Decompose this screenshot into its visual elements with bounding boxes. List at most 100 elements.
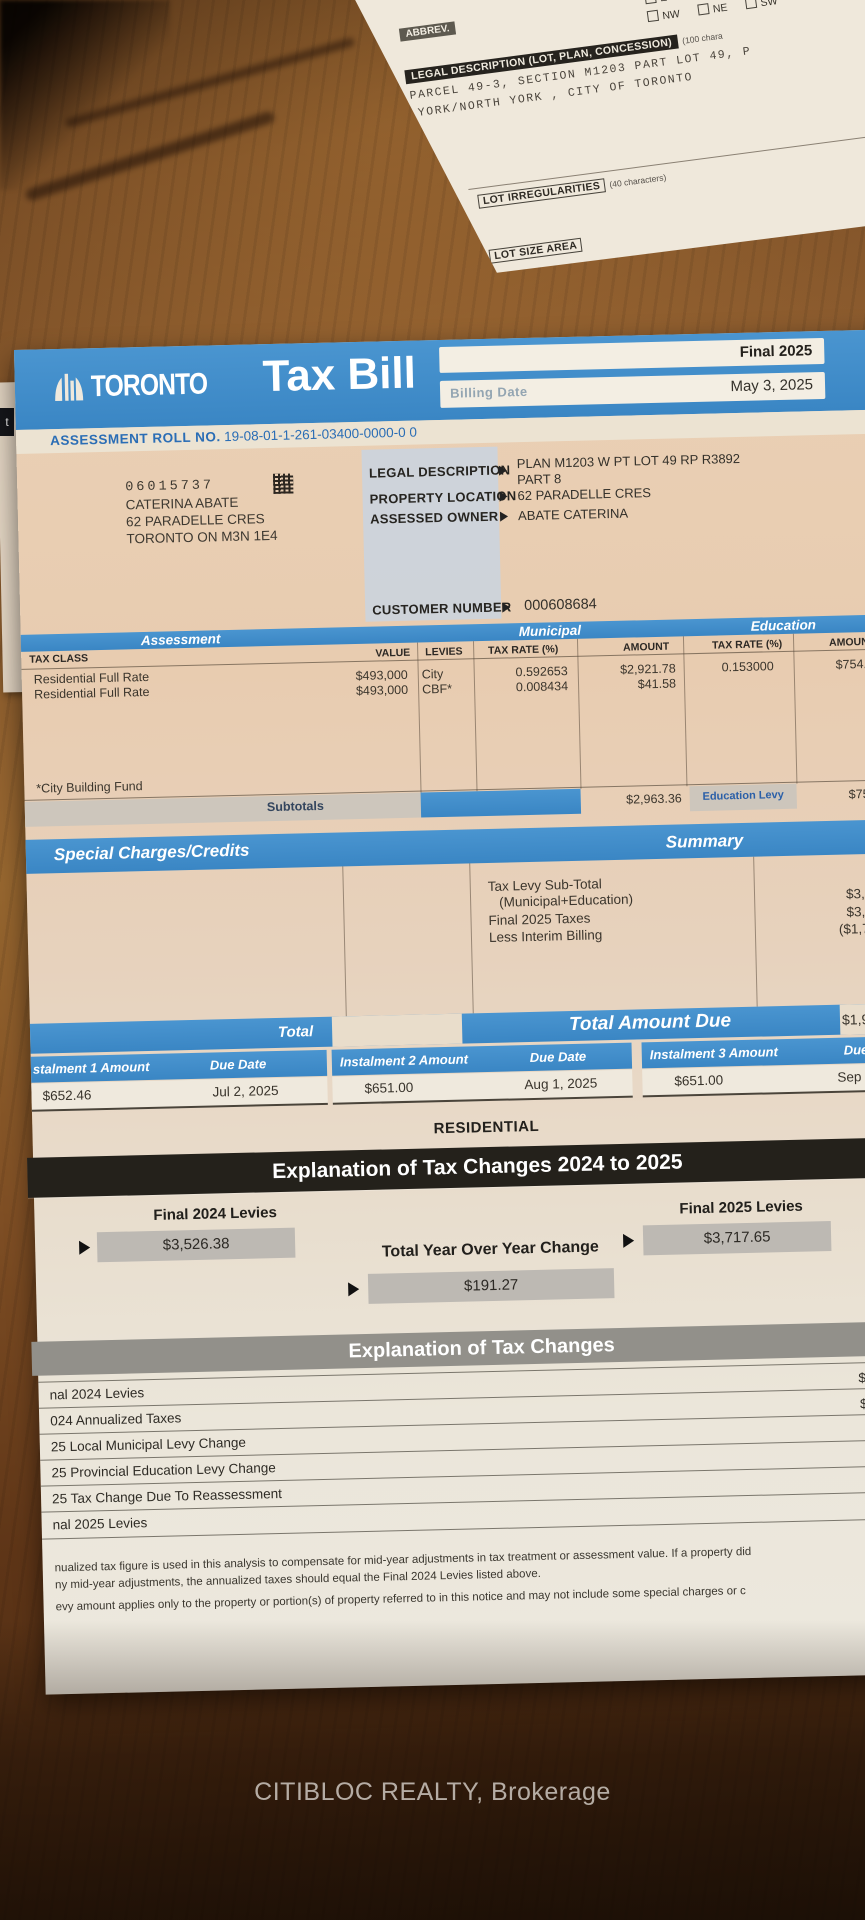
abbrev-field: ABBREV. bbox=[398, 17, 457, 42]
dir-option: SW bbox=[759, 0, 779, 10]
mailing-city: TORONTO ON M3N 1E4 bbox=[126, 527, 278, 547]
education-levy-label: Education Levy bbox=[702, 788, 784, 803]
subtotal-education: $754 bbox=[848, 786, 865, 802]
summary-row3-label: Less Interim Billing bbox=[488, 927, 603, 945]
toronto-logo-icon bbox=[55, 373, 84, 402]
lot-irregularities-field: LOT IRREGULARITIES (40 characters) bbox=[477, 167, 667, 210]
checkbox-icon bbox=[744, 0, 758, 10]
total-due-value: $1,95 bbox=[841, 1010, 865, 1028]
arrow-icon bbox=[622, 1233, 635, 1248]
instalment3-due: Sep 2, 2 bbox=[837, 1069, 865, 1085]
dir-option: E bbox=[659, 0, 668, 4]
abbrev-label: ABBREV. bbox=[398, 21, 457, 42]
roll-label: ASSESSMENT ROLL NO. bbox=[49, 429, 221, 449]
instalment1-due: Jul 2, 2025 bbox=[212, 1082, 279, 1100]
instalment2-amount: $651.00 bbox=[364, 1079, 414, 1096]
dir-option: NE bbox=[712, 1, 729, 16]
summary-row1-label: Tax Levy Sub-Total bbox=[487, 876, 602, 894]
col-edu-amount: AMOUNT bbox=[828, 635, 865, 649]
toronto-logo bbox=[53, 370, 86, 410]
summary-label: Summary bbox=[665, 830, 744, 852]
assessed-owner-value: ABATE CATERINA bbox=[517, 505, 629, 524]
col-tax-class: TAX CLASS bbox=[29, 652, 89, 666]
yoy-change-value: $191.27 bbox=[367, 1268, 615, 1304]
final-2025-levies-label: Final 2025 Levies bbox=[679, 1197, 803, 1218]
instalment2-due: Aug 1, 2025 bbox=[524, 1075, 598, 1093]
legal-description-value: PLAN M1203 W PT LOT 49 RP R3892 bbox=[516, 450, 741, 472]
arrow-icon bbox=[499, 511, 509, 522]
legal-band-hint: (100 chara bbox=[681, 30, 724, 46]
total-blank-cell bbox=[331, 1013, 463, 1047]
legal-description-value2: PART 8 bbox=[517, 471, 562, 488]
final-2024-levies-label: Final 2024 Levies bbox=[153, 1204, 278, 1224]
summary-row3-value: ($1,763 bbox=[838, 920, 865, 937]
mail-barcode bbox=[272, 473, 294, 494]
lot-irregularities-label: LOT IRREGULARITIES bbox=[477, 178, 606, 209]
total-label: Total bbox=[277, 1023, 314, 1041]
table-corner-shadow bbox=[0, 0, 170, 190]
arrow-icon bbox=[498, 465, 508, 476]
instalment1-amount-label: stalment 1 Amount bbox=[32, 1059, 150, 1077]
summary-row2-value: $3,717 bbox=[846, 903, 865, 920]
col-edu-rate: TAX RATE (%) bbox=[711, 637, 783, 652]
explanation-banner: Explanation of Tax Changes 2024 to 2025 bbox=[271, 1150, 683, 1184]
col-muni-amount: AMOUNT bbox=[622, 640, 670, 654]
instalment2-due-label: Due Date bbox=[529, 1048, 587, 1066]
instalment1-amount: $652.46 bbox=[42, 1087, 92, 1104]
customer-number-value: 000608684 bbox=[523, 596, 597, 615]
group-assessment: Assessment bbox=[140, 631, 221, 649]
roll-number: 19-08-01-1-261-03400-0000-0 0 bbox=[223, 424, 418, 445]
billing-date-label: Billing Date bbox=[449, 383, 528, 401]
final-2024-levies-value: $3,526.38 bbox=[96, 1227, 296, 1263]
lot-size-area-label: LOT SIZE AREA bbox=[488, 237, 583, 264]
subtotals-label: Subtotals bbox=[266, 798, 324, 815]
bill-title: Tax Bill bbox=[262, 348, 417, 402]
checkbox-icon bbox=[646, 9, 660, 23]
arrow-icon bbox=[79, 1240, 91, 1255]
special-summary-band: Special Charges/Credits Summary bbox=[25, 818, 865, 874]
dir-option: NW bbox=[661, 7, 681, 23]
explanation-banner-band: Explanation of Tax Changes 2024 to 2025 bbox=[27, 1136, 865, 1198]
summary-row1-value: $3,717 bbox=[845, 885, 865, 902]
summary-row2-label: Final 2025 Taxes bbox=[488, 910, 591, 928]
instalment3-amount-label: Instalment 3 Amount bbox=[649, 1044, 779, 1063]
group-education: Education bbox=[750, 617, 817, 634]
lot-irregularities-hint: (40 characters) bbox=[608, 172, 667, 190]
instalment2-amount-label: Instalment 2 Amount bbox=[339, 1051, 469, 1070]
total-due-label: Total Amount Due bbox=[568, 1010, 732, 1036]
col-levies: LEVIES bbox=[425, 645, 463, 659]
instalment1-due-label: Due Date bbox=[209, 1056, 267, 1073]
assessed-owner-label: ASSESSED OWNER bbox=[369, 508, 499, 527]
brand-name: TORONTO bbox=[90, 367, 208, 404]
billing-date-box: Billing Date May 3, 2025 bbox=[439, 371, 826, 408]
yoy-change-label: Total Year Over Year Change bbox=[381, 1238, 599, 1261]
bill-header: TORONTO Tax Bill Final 2025 Billing Date… bbox=[14, 328, 865, 430]
group-municipal: Municipal bbox=[518, 622, 582, 640]
tax-bill-document: TORONTO Tax Bill Final 2025 Billing Date… bbox=[14, 328, 865, 1695]
checkbox-icon bbox=[697, 3, 710, 16]
property-location-value: 62 PARADELLE CRES bbox=[517, 485, 652, 504]
instalment3-amount: $651.00 bbox=[674, 1072, 724, 1089]
bill-type: Final 2025 bbox=[739, 342, 813, 361]
summary-row1-label2: (Municipal+Education) bbox=[498, 891, 634, 910]
footnote-line: evy amount applies only to the property … bbox=[55, 1585, 746, 1614]
mailing-address: 06015737 CATERINA ABATE 62 PARADELLE CRE… bbox=[125, 476, 278, 548]
left-page-tab: t bbox=[0, 408, 14, 436]
bill-type-box: Final 2025 bbox=[439, 337, 825, 373]
arrow-icon bbox=[348, 1282, 360, 1297]
col-muni-rate: TAX RATE (%) bbox=[487, 643, 559, 657]
arrow-icon bbox=[499, 491, 508, 502]
billing-date: May 3, 2025 bbox=[730, 376, 814, 396]
subtotals-row: Subtotals $2,963.36 Education Levy $754 bbox=[24, 780, 865, 827]
instalment3-due-label: Due Dat bbox=[843, 1041, 865, 1058]
subtotal-municipal: $2,963.36 bbox=[625, 791, 682, 807]
checkbox-icon bbox=[644, 0, 657, 5]
final-2025-levies-value: $3,717.65 bbox=[642, 1220, 832, 1256]
realty-watermark: CITIBLOC REALTY, Brokerage bbox=[254, 1778, 611, 1806]
special-charges-label: Special Charges/Credits bbox=[53, 840, 250, 865]
arrow-icon bbox=[502, 602, 511, 613]
lot-size-area-field: LOT SIZE AREA bbox=[488, 235, 583, 265]
table-footnote: *City Building Fund bbox=[36, 779, 143, 796]
wood-shadow-bottom bbox=[0, 1620, 865, 1920]
footnote-line: nualized tax figure is used in this anal… bbox=[54, 1545, 752, 1575]
